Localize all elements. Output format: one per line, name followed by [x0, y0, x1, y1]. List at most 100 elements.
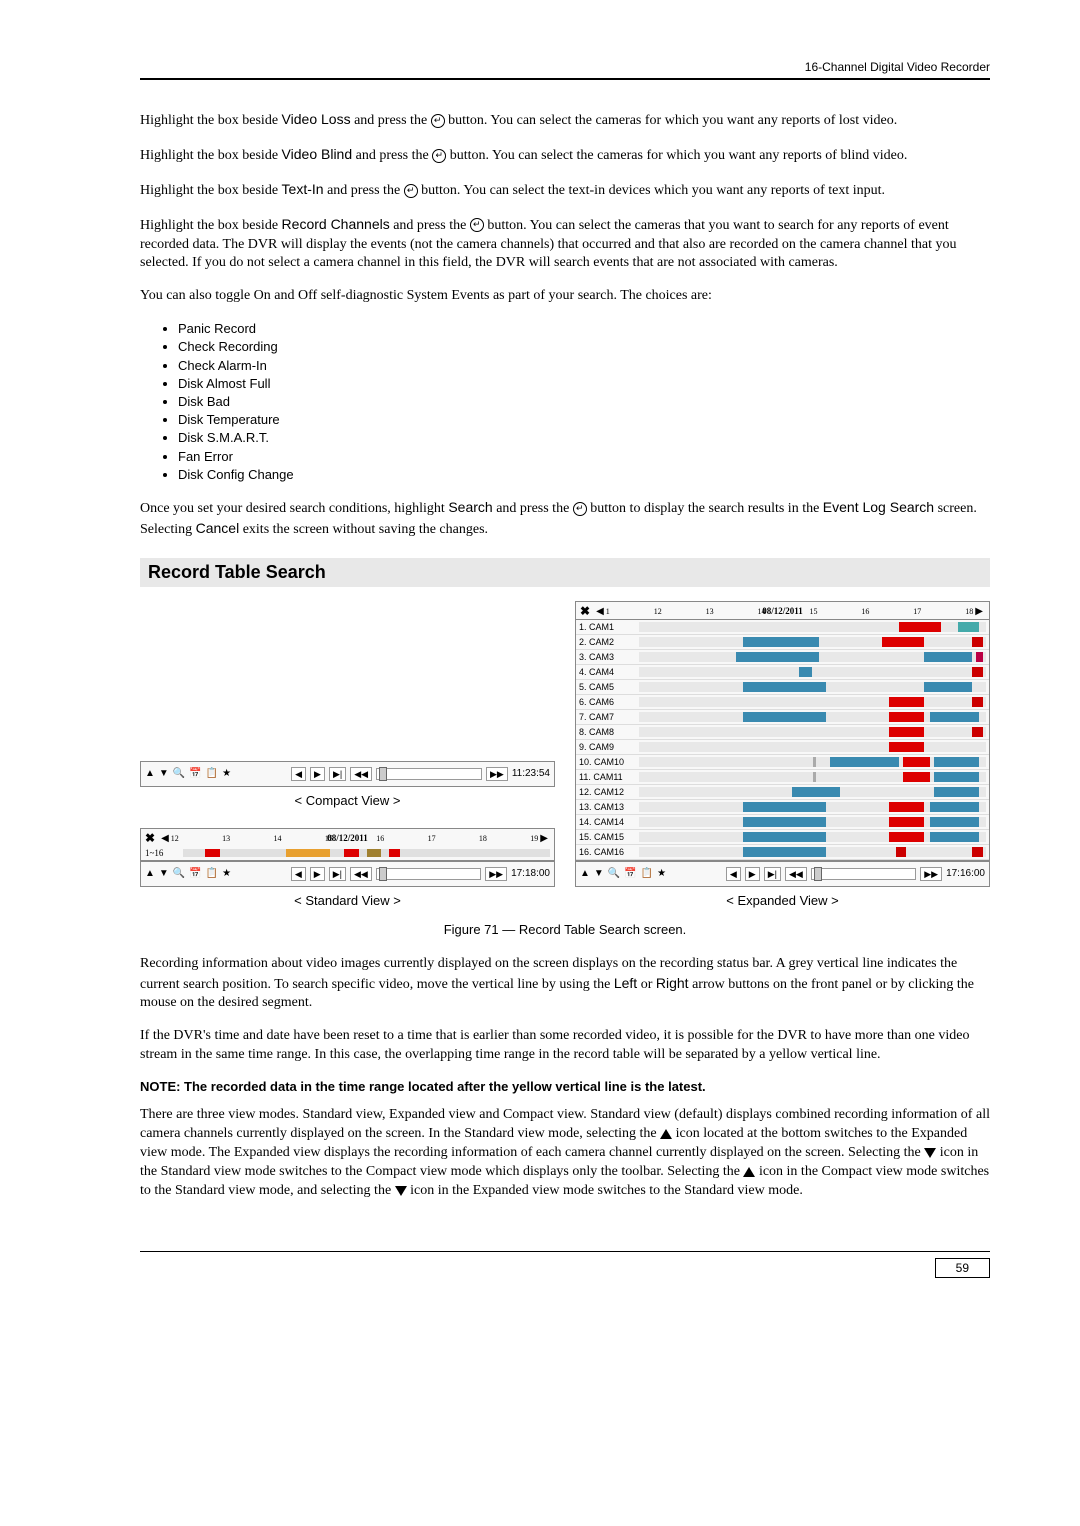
- cam-label: 5. CAM5: [576, 682, 639, 692]
- list-item: Panic Record: [178, 320, 990, 338]
- standard-track[interactable]: [183, 849, 550, 857]
- play-icon[interactable]: ▶: [310, 767, 325, 781]
- up-icon[interactable]: ▲: [580, 868, 590, 879]
- zoom-icon[interactable]: 🔍: [608, 868, 620, 879]
- cam-track[interactable]: [639, 757, 986, 767]
- rewind-icon[interactable]: ◀◀: [785, 867, 807, 881]
- cam-row: 3. CAM3: [576, 650, 989, 665]
- ffwd-icon[interactable]: ▶▶: [486, 767, 508, 781]
- close-icon[interactable]: ✖: [145, 831, 155, 846]
- step-back-icon[interactable]: ◀: [726, 867, 741, 881]
- list-item: Disk Config Change: [178, 466, 990, 484]
- para-search: Once you set your desired search conditi…: [140, 498, 990, 540]
- down-icon[interactable]: ▼: [594, 868, 604, 879]
- cam-row: 15. CAM15: [576, 830, 989, 845]
- standard-slider[interactable]: [376, 868, 481, 880]
- clip-icon[interactable]: 📋: [206, 868, 218, 879]
- right-arrow-icon[interactable]: ▶: [540, 833, 548, 844]
- bookmark-icon[interactable]: ★: [222, 768, 231, 779]
- right-arrow-icon[interactable]: ▶: [975, 606, 983, 617]
- cam-label: 1. CAM1: [576, 622, 639, 632]
- left-arrow-icon[interactable]: ◀: [596, 606, 604, 617]
- cam-track[interactable]: [639, 832, 986, 842]
- para-text-in: Highlight the box beside Text-In and pre…: [140, 180, 990, 201]
- step-back-icon[interactable]: ◀: [291, 867, 306, 881]
- list-item: Check Recording: [178, 338, 990, 356]
- section-heading: Record Table Search: [140, 558, 990, 587]
- compact-slider[interactable]: [376, 768, 482, 780]
- ffwd-icon[interactable]: ▶▶: [920, 867, 942, 881]
- cam-track[interactable]: [639, 637, 986, 647]
- cam-track[interactable]: [639, 712, 986, 722]
- bookmark-icon[interactable]: ★: [222, 868, 231, 879]
- expanded-view-figure: ✖ ◀ 08/12/2011 1 12 13 14 15 16 17 18 ▶: [575, 601, 990, 908]
- list-item: Disk Almost Full: [178, 375, 990, 393]
- step-fwd-icon[interactable]: ▶|: [764, 867, 781, 881]
- close-icon[interactable]: ✖: [580, 604, 590, 619]
- cam-row: 2. CAM2: [576, 635, 989, 650]
- calendar-icon[interactable]: 📅: [189, 868, 201, 879]
- play-icon[interactable]: ▶: [310, 867, 325, 881]
- page-number: 59: [935, 1258, 990, 1278]
- step-back-icon[interactable]: ◀: [291, 767, 306, 781]
- cam-track[interactable]: [639, 847, 986, 857]
- para-recording-info: Recording information about video images…: [140, 955, 990, 1014]
- step-fwd-icon[interactable]: ▶|: [329, 767, 346, 781]
- system-events-list: Panic Record Check Recording Check Alarm…: [178, 320, 990, 484]
- cam-row: 8. CAM8: [576, 725, 989, 740]
- down-icon[interactable]: ▼: [159, 768, 169, 779]
- enter-icon: ↵: [573, 502, 587, 516]
- left-arrow-icon[interactable]: ◀: [161, 833, 169, 844]
- cam-row: 12. CAM12: [576, 785, 989, 800]
- down-icon[interactable]: ▼: [159, 868, 169, 879]
- rewind-icon[interactable]: ◀◀: [350, 867, 372, 881]
- cam-track[interactable]: [639, 787, 986, 797]
- cam-track[interactable]: [639, 742, 986, 752]
- cam-label: 2. CAM2: [576, 637, 639, 647]
- compact-caption: < Compact View >: [140, 793, 555, 808]
- clip-icon[interactable]: 📋: [206, 768, 218, 779]
- footer: 59: [140, 1251, 990, 1278]
- cam-track[interactable]: [639, 652, 986, 662]
- cam-track[interactable]: [639, 697, 986, 707]
- standard-time: 17:18:00: [511, 868, 550, 879]
- para-toggle: You can also toggle On and Off self-diag…: [140, 287, 990, 306]
- para-video-blind: Highlight the box beside Video Blind and…: [140, 145, 990, 166]
- cam-track[interactable]: [639, 817, 986, 827]
- cam-label: 9. CAM9: [576, 742, 639, 752]
- cam-row: 14. CAM14: [576, 815, 989, 830]
- ffwd-icon[interactable]: ▶▶: [485, 867, 507, 881]
- zoom-icon[interactable]: 🔍: [173, 868, 185, 879]
- cam-track[interactable]: [639, 622, 986, 632]
- cam-track[interactable]: [639, 682, 986, 692]
- cam-label: 14. CAM14: [576, 817, 639, 827]
- bookmark-icon[interactable]: ★: [657, 868, 666, 879]
- play-icon[interactable]: ▶: [745, 867, 760, 881]
- expanded-time: 17:16:00: [946, 868, 985, 879]
- expanded-slider[interactable]: [811, 868, 916, 880]
- para-view-modes: There are three view modes. Standard vie…: [140, 1106, 990, 1200]
- cam-track[interactable]: [639, 802, 986, 812]
- compact-time: 11:23:54: [512, 768, 550, 779]
- step-fwd-icon[interactable]: ▶|: [329, 867, 346, 881]
- header-rule: [140, 78, 990, 80]
- cam-label: 6. CAM6: [576, 697, 639, 707]
- clip-icon[interactable]: 📋: [641, 868, 653, 879]
- rewind-icon[interactable]: ◀◀: [350, 767, 372, 781]
- standard-bar: 1~16: [140, 846, 555, 861]
- cam-track[interactable]: [639, 727, 986, 737]
- zoom-icon[interactable]: 🔍: [173, 768, 185, 779]
- standard-view-figure: ▲ ▼ 🔍 📅 📋 ★ ◀ ▶ ▶| ◀◀ ▶▶ 11:23:54 < Comp…: [140, 761, 555, 908]
- cam-track[interactable]: [639, 667, 986, 677]
- up-icon[interactable]: ▲: [145, 868, 155, 879]
- cam-label: 3. CAM3: [576, 652, 639, 662]
- calendar-icon[interactable]: 📅: [189, 768, 201, 779]
- up-icon[interactable]: ▲: [145, 768, 155, 779]
- cam-label: 4. CAM4: [576, 667, 639, 677]
- cam-label: 11. CAM11: [576, 772, 639, 782]
- cam-row: 13. CAM13: [576, 800, 989, 815]
- list-item: Fan Error: [178, 448, 990, 466]
- calendar-icon[interactable]: 📅: [624, 868, 636, 879]
- list-item: Disk Temperature: [178, 411, 990, 429]
- cam-track[interactable]: [639, 772, 986, 782]
